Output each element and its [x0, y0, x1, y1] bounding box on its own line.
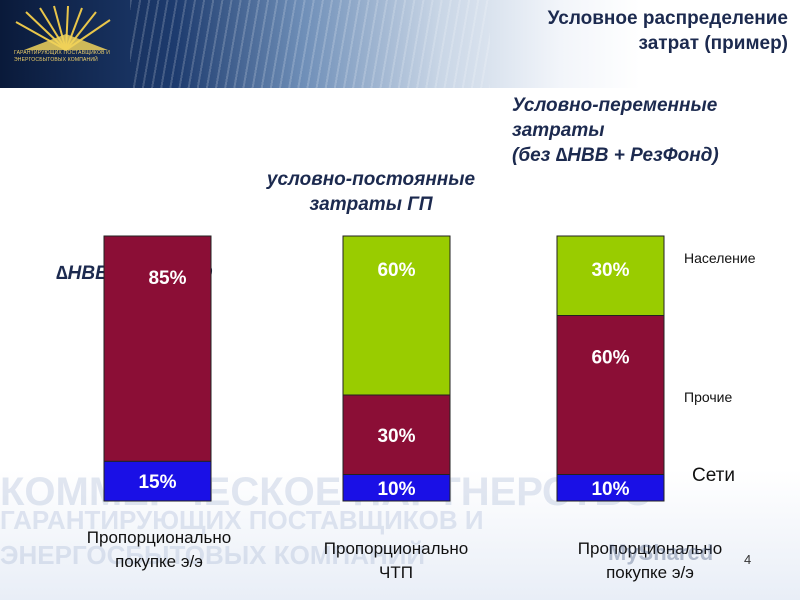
bar-3-networks-segment: [556, 474, 665, 502]
page-title-line2: затрат (пример): [638, 33, 788, 54]
legend-population: Население: [684, 250, 756, 266]
category-label-3: Пропорционально покупке э/э: [560, 537, 740, 585]
legend-networks: Сети: [692, 465, 735, 486]
bar-3-networks-value-label: 10%: [591, 479, 629, 500]
fixed-costs-annotation: условно-постоянные затраты ГП: [246, 167, 496, 217]
bar-1-other-value-label: 85%: [148, 268, 186, 289]
logo-text-line2: ЭНЕРГОСБЫТОВЫХ КОМПАНИЙ: [14, 57, 98, 63]
category-label-1-line2: покупке э/э: [115, 552, 203, 571]
category-label-1-line1: Пропорционально: [86, 528, 232, 547]
watermark-text-line3: ЭНЕРГОСБЫТОВЫХ КОМПАНИЙ: [0, 540, 426, 570]
category-label-3-line1: Пропорционально: [577, 539, 723, 558]
site-watermark: MyShared: [608, 540, 714, 565]
bar-2-other-value-label: 30%: [377, 426, 415, 447]
category-label-2-line2: ЧТП: [379, 563, 413, 582]
bar-3-other-segment: [556, 315, 665, 475]
category-label-2: Пропорционально ЧТП: [306, 537, 486, 585]
bar-2-population-value-label: 60%: [377, 260, 415, 281]
legend-other: Прочие: [684, 389, 733, 405]
bar-2-other-segment: [342, 394, 451, 475]
bar-1-networks-value-label: 15%: [138, 472, 176, 493]
page-title-line1: Условное распределение: [547, 8, 788, 29]
page-title: Условное распределение затрат (пример): [548, 6, 788, 56]
category-label-1: Пропорционально покупке э/э: [69, 526, 249, 574]
bar-3-population-segment: [556, 235, 665, 316]
variable-costs-line2: затраты: [512, 120, 605, 141]
fixed-costs-line2: затраты ГП: [309, 194, 433, 215]
variable-costs-line3: (без ∆НВВ + РезФонд): [512, 145, 719, 166]
bar-3-population-value-label: 30%: [591, 260, 629, 281]
company-logo: [15, 5, 111, 51]
bar-2-networks-segment: [342, 474, 451, 502]
fixed-costs-line1: условно-постоянные: [266, 169, 476, 190]
category-label-3-line2: покупке э/э: [606, 563, 694, 582]
bar-1-other-segment: [103, 235, 212, 462]
header-banner: [0, 0, 800, 88]
bar-2-networks-value-label: 10%: [377, 479, 415, 500]
category-label-2-line1: Пропорционально: [323, 539, 469, 558]
bar-2-population-segment: [342, 235, 451, 396]
watermark-text-line2: ГАРАНТИРУЮЩИХ ПОСТАВЩИКОВ И: [0, 505, 484, 535]
logo-text-line1: ГАРАНТИРУЮЩИХ ПОСТАВЩИКОВ И: [14, 50, 110, 56]
page-number: 4: [744, 552, 752, 567]
variable-costs-line1: Условно-переменные: [512, 95, 718, 116]
variable-costs-annotation: Условно-переменные затраты (без ∆НВВ + Р…: [512, 93, 719, 168]
bar-3-other-value-label: 60%: [591, 348, 629, 369]
